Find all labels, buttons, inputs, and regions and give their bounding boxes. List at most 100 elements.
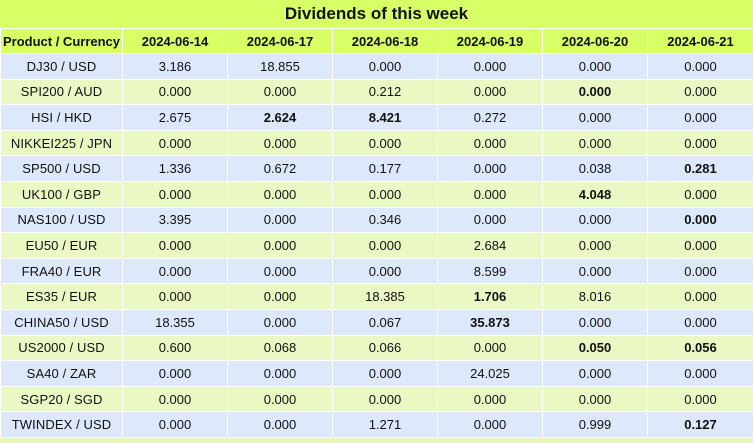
dividend-value-cell: 0.068 xyxy=(227,334,333,362)
dividend-value-cell: 0.000 xyxy=(542,257,648,285)
dividend-value-cell: 0.000 xyxy=(437,385,543,413)
column-header-date: 2024-06-21 xyxy=(647,28,753,54)
dividend-value-cell: 0.000 xyxy=(542,308,648,336)
dividend-value-cell: 0.000 xyxy=(332,129,438,157)
dividend-value-cell: 3.186 xyxy=(122,53,228,80)
table-row: TWINDEX / USD 0.000 0.000 1.271 0.000 0.999 0.… xyxy=(0,411,753,438)
table-row: NAS100 / USD 3.395 0.000 0.346 0.000 0.000 0.0… xyxy=(0,206,753,234)
dividend-value-cell: 0.000 xyxy=(542,129,648,157)
dividend-value-cell: 0.000 xyxy=(542,206,648,234)
dividend-value-cell: 0.000 xyxy=(437,411,543,438)
dividend-value-cell: 0.000 xyxy=(332,360,438,387)
dividend-value-cell: 3.395 xyxy=(122,206,228,234)
dividend-value-cell: 0.000 xyxy=(542,385,648,413)
dividend-value-cell: 0.000 xyxy=(437,180,543,208)
dividend-value-cell: 0.056 xyxy=(647,334,753,362)
column-header-date: 2024-06-17 xyxy=(227,28,333,54)
dividend-value-cell: 2.624 xyxy=(227,104,333,131)
table-row: ES35 / EUR 0.000 0.000 18.385 1.706 8.016 0.00… xyxy=(0,283,753,310)
product-currency-cell: EU50 / EUR xyxy=(0,232,123,259)
dividend-value-cell: 0.000 xyxy=(227,360,333,387)
dividend-value-cell: 0.000 xyxy=(227,411,333,438)
header-row: Product / Currency 2024-06-14 2024-06-17… xyxy=(0,28,753,54)
dividend-value-cell: 18.855 xyxy=(227,53,333,80)
dividend-value-cell: 0.000 xyxy=(437,78,543,106)
product-currency-cell: UK100 / GBP xyxy=(0,180,123,208)
dividend-value-cell: 0.000 xyxy=(122,257,228,285)
dividend-value-cell: 0.000 xyxy=(227,206,333,234)
dividend-value-cell: 0.000 xyxy=(227,283,333,310)
dividend-value-cell: 18.385 xyxy=(332,283,438,310)
dividend-value-cell: 0.000 xyxy=(542,360,648,387)
product-currency-cell: US2000 / USD xyxy=(0,334,123,362)
product-currency-cell: TWINDEX / USD xyxy=(0,411,123,438)
dividend-value-cell: 1.336 xyxy=(122,155,228,182)
dividend-value-cell: 0.127 xyxy=(647,411,753,438)
column-header-date: 2024-06-18 xyxy=(332,28,438,54)
dividend-value-cell: 0.999 xyxy=(542,411,648,438)
dividend-value-cell: 0.672 xyxy=(227,155,333,182)
table-row: DJ30 / USD 3.186 18.855 0.000 0.000 0.000 0.00… xyxy=(0,53,753,80)
dividend-value-cell: 0.272 xyxy=(437,104,543,131)
dividend-value-cell: 0.000 xyxy=(227,180,333,208)
dividend-value-cell: 0.000 xyxy=(437,206,543,234)
product-currency-cell: HSI / HKD xyxy=(0,104,123,131)
dividend-value-cell: 18.355 xyxy=(122,308,228,336)
dividend-value-cell: 0.000 xyxy=(227,78,333,106)
dividend-value-cell: 0.000 xyxy=(122,411,228,438)
dividend-value-cell: 0.000 xyxy=(542,104,648,131)
column-header-date: 2024-06-20 xyxy=(542,28,648,54)
dividend-value-cell: 0.000 xyxy=(122,385,228,413)
dividend-value-cell: 0.038 xyxy=(542,155,648,182)
dividend-value-cell: 8.421 xyxy=(332,104,438,131)
dividends-table: Product / Currency 2024-06-14 2024-06-17… xyxy=(0,28,753,438)
dividend-value-cell: 0.000 xyxy=(122,78,228,106)
table-row: NIKKEI225 / JPN 0.000 0.000 0.000 0.000 0.000… xyxy=(0,129,753,157)
product-currency-cell: DJ30 / USD xyxy=(0,53,123,80)
dividend-value-cell: 0.281 xyxy=(647,155,753,182)
product-currency-cell: SP500 / USD xyxy=(0,155,123,182)
dividend-value-cell: 1.271 xyxy=(332,411,438,438)
dividend-value-cell: 0.000 xyxy=(122,232,228,259)
table-row: CHINA50 / USD 18.355 0.000 0.067 35.873 0.000… xyxy=(0,308,753,336)
dividend-value-cell: 0.000 xyxy=(647,104,753,131)
dividend-value-cell: 4.048 xyxy=(542,180,648,208)
table-row: EU50 / EUR 0.000 0.000 0.000 2.684 0.000 0.000 xyxy=(0,232,753,259)
dividend-value-cell: 0.000 xyxy=(542,78,648,106)
dividend-value-cell: 0.000 xyxy=(437,129,543,157)
dividend-value-cell: 2.684 xyxy=(437,232,543,259)
table-row: SGP20 / SGD 0.000 0.000 0.000 0.000 0.000 0.00… xyxy=(0,385,753,413)
product-currency-cell: ES35 / EUR xyxy=(0,283,123,310)
dividend-value-cell: 0.000 xyxy=(647,283,753,310)
dividend-value-cell: 0.000 xyxy=(332,53,438,80)
dividend-value-cell: 35.873 xyxy=(437,308,543,336)
dividend-value-cell: 8.016 xyxy=(542,283,648,310)
dividend-value-cell: 0.000 xyxy=(332,385,438,413)
product-currency-cell: NAS100 / USD xyxy=(0,206,123,234)
table-row: UK100 / GBP 0.000 0.000 0.000 0.000 4.048 0.00… xyxy=(0,180,753,208)
dividend-value-cell: 0.000 xyxy=(332,180,438,208)
dividend-value-cell: 0.000 xyxy=(647,206,753,234)
table-row: SP500 / USD 1.336 0.672 0.177 0.000 0.038 0.28… xyxy=(0,155,753,182)
column-header-date: 2024-06-19 xyxy=(437,28,543,54)
dividend-value-cell: 0.600 xyxy=(122,334,228,362)
dividend-value-cell: 0.000 xyxy=(647,360,753,387)
dividend-value-cell: 0.066 xyxy=(332,334,438,362)
product-currency-cell: FRA40 / EUR xyxy=(0,257,123,285)
dividend-value-cell: 0.000 xyxy=(332,232,438,259)
dividend-value-cell: 1.706 xyxy=(437,283,543,310)
dividend-value-cell: 0.346 xyxy=(332,206,438,234)
dividend-value-cell: 0.000 xyxy=(437,53,543,80)
dividend-value-cell: 0.177 xyxy=(332,155,438,182)
dividend-value-cell: 0.000 xyxy=(647,308,753,336)
dividend-value-cell: 0.000 xyxy=(647,78,753,106)
dividend-value-cell: 0.050 xyxy=(542,334,648,362)
dividend-value-cell: 0.067 xyxy=(332,308,438,336)
product-currency-cell: CHINA50 / USD xyxy=(0,308,123,336)
table-row: SPI200 / AUD 0.000 0.000 0.212 0.000 0.000 0.0… xyxy=(0,78,753,106)
dividend-value-cell: 0.000 xyxy=(437,334,543,362)
dividend-value-cell: 0.000 xyxy=(647,257,753,285)
dividend-value-cell: 0.000 xyxy=(647,180,753,208)
dividend-value-cell: 0.000 xyxy=(227,129,333,157)
